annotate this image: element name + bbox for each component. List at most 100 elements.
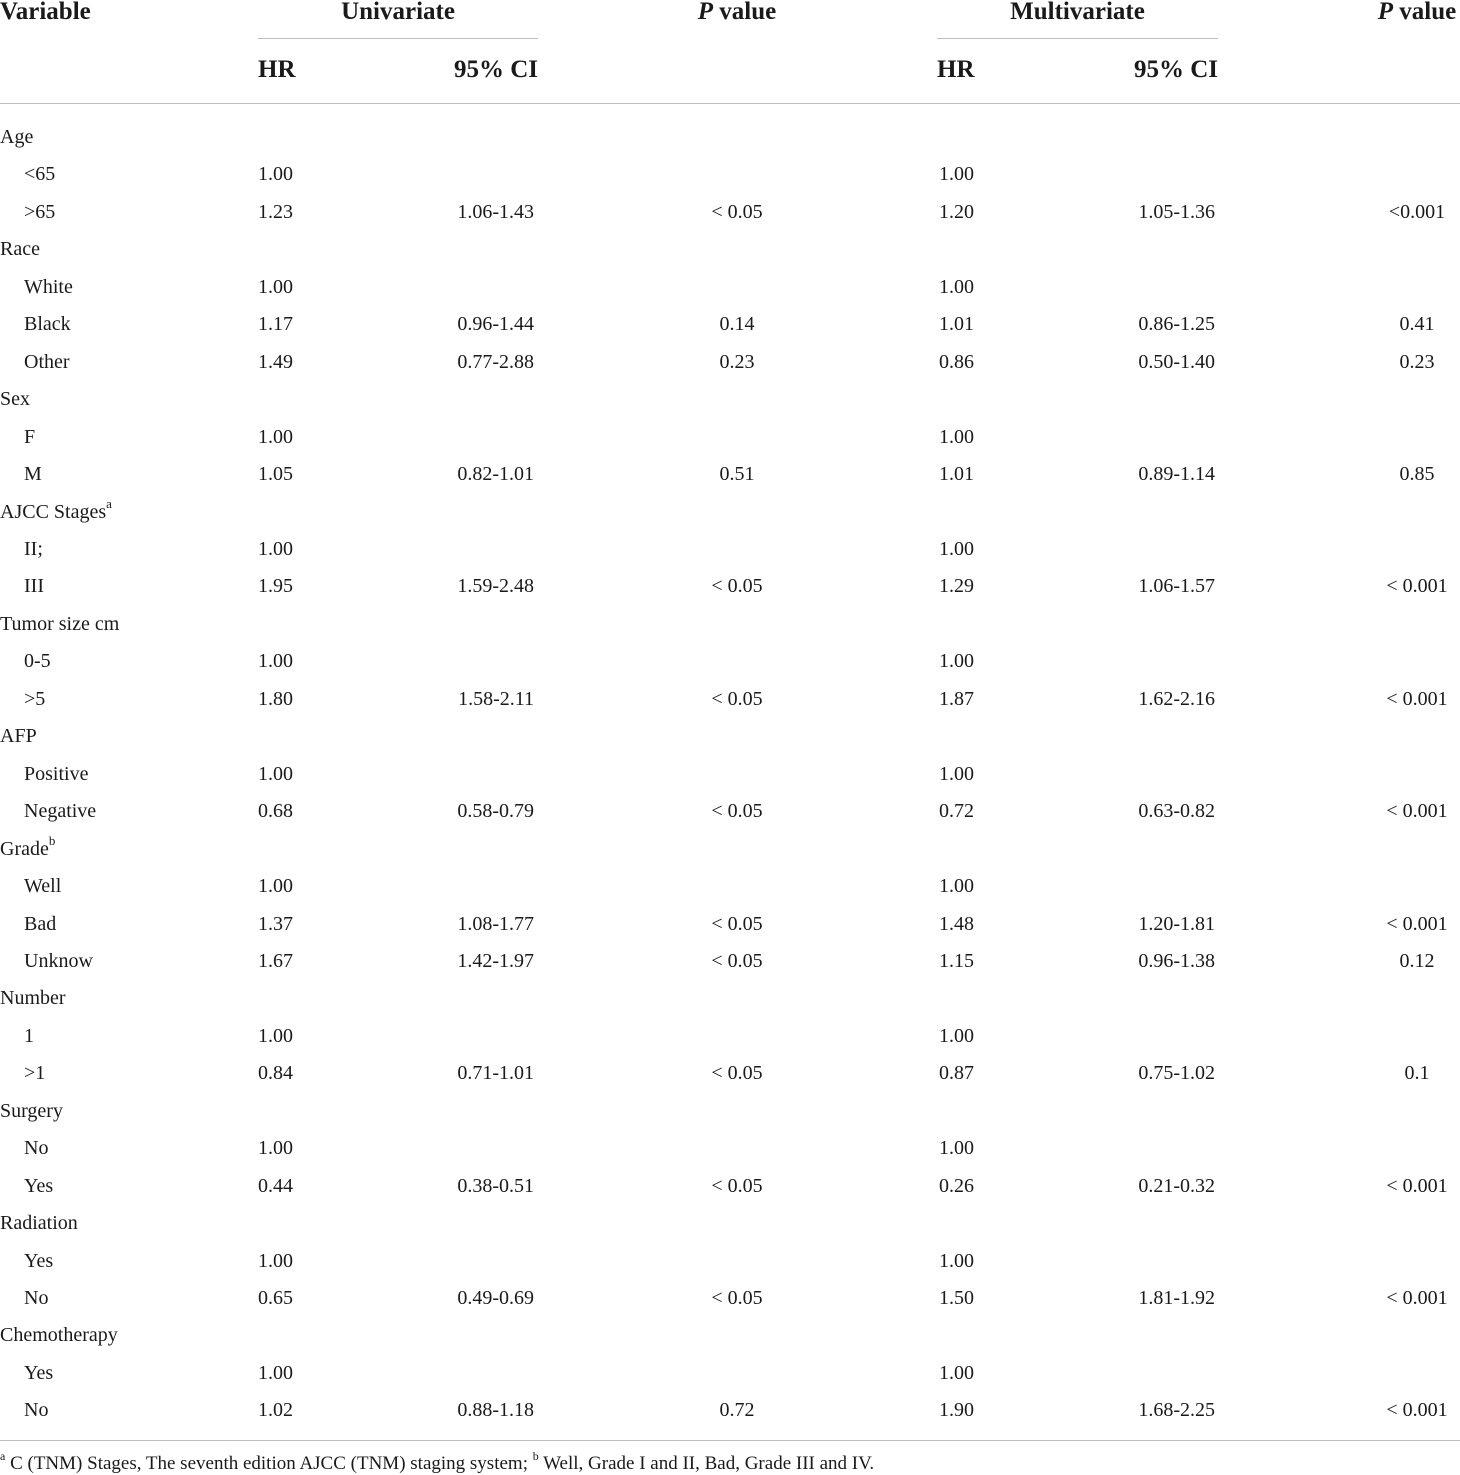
label-text: White [24, 275, 73, 298]
label-text: Yes [24, 1361, 54, 1384]
univariate-hr-cell: 1.00 [258, 650, 293, 673]
univariate-ci-cell: 0.71-1.01 [457, 1062, 534, 1085]
category-label: No [24, 1136, 48, 1160]
univariate-hr-cell: 1.00 [258, 875, 293, 897]
table-group-row: Race [0, 237, 1460, 274]
category-label: Yes [24, 1361, 53, 1385]
category-label: 1 [24, 1024, 34, 1048]
multivariate-hr-cell: 1.00 [939, 275, 974, 298]
multivariate-ci-cell: 0.63-0.82 [1138, 800, 1215, 823]
header-multivariate-ci: 95% CI [1133, 56, 1218, 83]
multivariate-p-cell: < 0.001 [1386, 575, 1448, 598]
header-univariate-hr: HR [258, 56, 296, 83]
table-group-row: Tumor size cm [0, 612, 1460, 649]
footnote-marker: a [106, 495, 112, 511]
table-row: F 1.00 1.00 [0, 425, 1460, 462]
label-text: 0-5 [24, 650, 51, 673]
univariate-hr-cell: 1.00 [258, 1137, 293, 1160]
multivariate-p-cell: 0.85 [1399, 463, 1435, 486]
category-label: Well [24, 874, 61, 898]
table-group-row: Surgery [0, 1099, 1460, 1136]
label-text: Other [24, 350, 70, 373]
table-group-row: Chemotherapy [0, 1323, 1460, 1360]
category-label: White [24, 275, 73, 299]
univariate-p-cell: < 0.05 [711, 1062, 763, 1085]
variable-label: Chemotherapy [0, 1323, 118, 1347]
p-letter: P [1377, 0, 1394, 25]
multivariate-hr-cell: 0.87 [939, 1062, 974, 1085]
multivariate-hr-cell: 1.20 [939, 200, 974, 223]
table-row: Negative 0.68 0.58-0.79 < 0.05 0.72 0.63-0.82… [0, 799, 1460, 836]
label-text: F [24, 425, 36, 448]
univariate-hr-cell: 1.00 [258, 425, 293, 448]
multivariate-ci-cell: 1.81-1.92 [1138, 1287, 1215, 1309]
multivariate-hr-cell: 1.00 [939, 425, 974, 448]
footnote-mark-b: b [532, 1448, 539, 1463]
univariate-p-cell: < 0.05 [711, 912, 763, 935]
table-row: Bad 1.37 1.08-1.77 < 0.05 1.48 1.20-1.81 < 0.0… [0, 912, 1460, 949]
footnote-a-text: C (TNM) Stages, The seventh edition AJCC… [5, 1453, 533, 1474]
category-label: 0-5 [24, 649, 51, 673]
univariate-hr-cell: 1.02 [258, 1399, 293, 1422]
univariate-ci-cell: 1.42-1.97 [457, 949, 534, 972]
table-row: >5 1.80 1.58-2.11 < 0.05 1.87 1.62-2.16 < 0.00… [0, 687, 1460, 724]
univariate-hr-cell: 1.17 [258, 313, 293, 336]
multivariate-hr-cell: 1.87 [939, 687, 974, 710]
univariate-p-cell: 0.14 [719, 313, 755, 336]
table-group-row: AFP [0, 724, 1460, 761]
header-multivariate-p-value: P value [1350, 0, 1460, 26]
multivariate-ci-cell: 1.68-2.25 [1138, 1399, 1215, 1422]
label-text: Number [0, 987, 66, 1010]
label-text: II; [24, 538, 43, 560]
label-text: Black [24, 313, 71, 336]
header-multivariate: Multivariate [1010, 0, 1145, 25]
multivariate-p-cell: < 0.001 [1386, 912, 1448, 935]
univariate-hr-cell: 1.23 [258, 200, 293, 223]
footnote-mark-a: a [0, 1448, 6, 1463]
multivariate-hr-cell: 1.48 [939, 912, 974, 935]
multivariate-hr-cell: 0.72 [939, 800, 974, 823]
category-label: >5 [24, 687, 45, 711]
multivariate-p-cell: < 0.001 [1386, 1174, 1448, 1197]
label-text: Radiation [0, 1212, 78, 1235]
univariate-hr-cell: 0.44 [258, 1174, 293, 1197]
multivariate-p-cell: < 0.001 [1386, 1287, 1448, 1309]
univariate-hr-cell: 1.80 [258, 687, 293, 710]
univariate-hr-cell: 0.84 [258, 1062, 293, 1085]
label-text: Negative [24, 800, 97, 823]
table-row: Other 1.49 0.77-2.88 0.23 0.86 0.50-1.40 0.23 [0, 350, 1460, 387]
table-row: <65 1.00 1.00 [0, 162, 1460, 199]
univariate-hr-cell: 1.49 [258, 350, 293, 373]
multivariate-p-cell: < 0.001 [1386, 687, 1448, 710]
univariate-hr-cell: 1.00 [258, 762, 293, 785]
header-multivariate-hr: HR [937, 56, 975, 83]
univariate-hr-cell: 1.00 [258, 1361, 293, 1384]
multivariate-p-cell: 0.1 [1404, 1062, 1430, 1085]
multivariate-p-cell: 0.41 [1399, 313, 1435, 336]
univariate-ci-cell: 1.08-1.77 [457, 912, 534, 935]
table-row: Yes 1.00 1.00 [0, 1361, 1460, 1398]
category-label: Negative [24, 799, 96, 823]
multivariate-ci-cell: 0.75-1.02 [1138, 1062, 1215, 1085]
p-letter: P [697, 0, 714, 25]
category-label: Yes [24, 1249, 53, 1273]
category-label: Positive [24, 762, 88, 786]
univariate-hr-cell: 1.67 [258, 949, 293, 972]
multivariate-hr-cell: 1.00 [939, 1249, 974, 1272]
label-text: >65 [24, 200, 56, 223]
label-text: Bad [24, 912, 57, 935]
table-row: 0-5 1.00 1.00 [0, 649, 1460, 686]
multivariate-hr-cell: 1.29 [939, 575, 974, 598]
label-text: Tumor size cm [0, 612, 120, 635]
univariate-p-cell: < 0.05 [711, 575, 763, 598]
category-label: Other [24, 350, 70, 374]
univariate-p-cell: < 0.05 [711, 800, 763, 823]
univariate-ci-cell: 1.06-1.43 [457, 200, 534, 223]
variable-label: Radiation [0, 1211, 78, 1235]
category-label: >65 [24, 200, 55, 224]
category-label: Black [24, 312, 71, 336]
label-text: 1 [24, 1024, 34, 1047]
table-row: Black 1.17 0.96-1.44 0.14 1.01 0.86-1.25 0.41 [0, 312, 1460, 349]
multivariate-hr-cell: 1.00 [939, 762, 974, 785]
multivariate-hr-cell: 1.01 [939, 313, 974, 336]
